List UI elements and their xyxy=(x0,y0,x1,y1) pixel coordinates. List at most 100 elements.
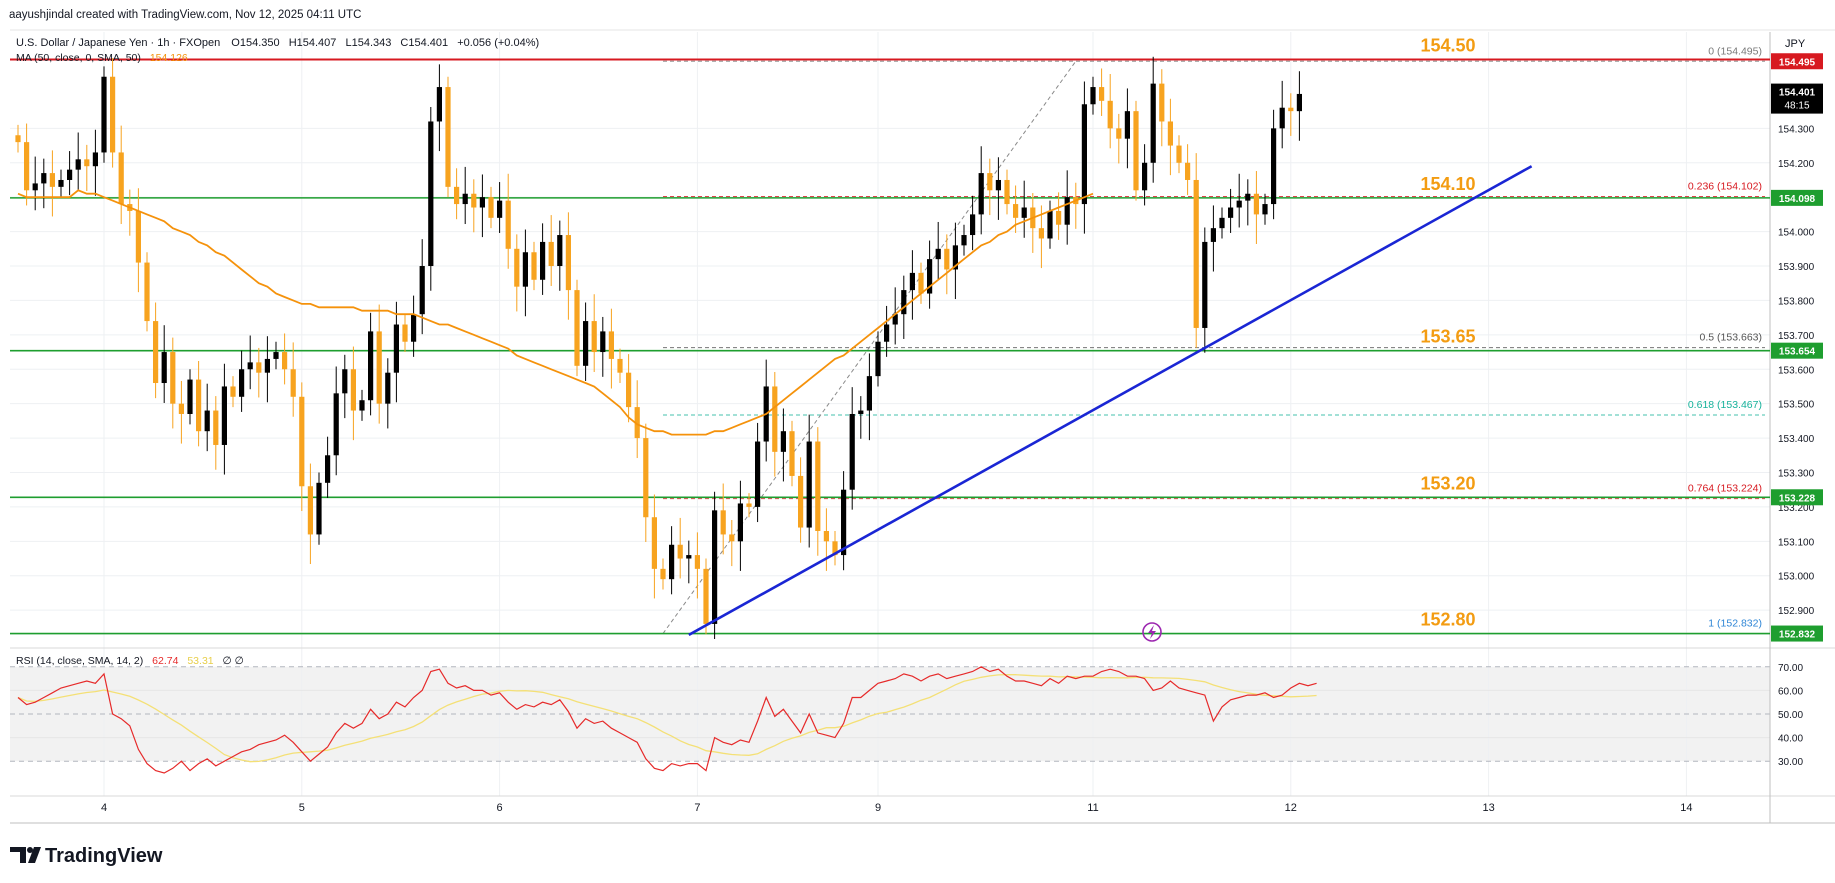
candle-body-6 xyxy=(67,169,73,180)
tradingview-logo[interactable]: TradingView xyxy=(10,845,163,867)
candle-body-45 xyxy=(402,324,408,342)
rsi-axis-ticks: 70.00 60.00 50.00 40.00 30.00 xyxy=(1778,663,1803,768)
symbol-title[interactable]: U.S. Dollar / Japanese Yen · 1h · FXOpen xyxy=(16,37,220,49)
candle-body-58 xyxy=(514,248,520,287)
candle-body-48 xyxy=(428,121,434,267)
candle-body-96 xyxy=(841,489,847,556)
candle-body-66 xyxy=(583,321,589,366)
candle-body-134 xyxy=(1167,121,1173,146)
rsi-legend[interactable]: RSI (14, close, SMA, 14, 2) 62.74 53.31 … xyxy=(16,655,244,667)
price-tag-154.495: 154.495 xyxy=(1779,57,1816,68)
candle-body-92 xyxy=(806,441,812,528)
level-labels: 154.50 154.10 153.65 153.20 152.80 xyxy=(1420,36,1475,630)
candle-body-40 xyxy=(359,400,365,411)
currency-button[interactable]: JPY xyxy=(1785,38,1806,50)
price-tag-box-4 xyxy=(1771,625,1823,642)
rsi-guides xyxy=(10,666,1770,762)
candle-body-129 xyxy=(1124,111,1130,139)
price-tick-153.700: 153.700 xyxy=(1778,331,1815,342)
candle-body-99 xyxy=(866,376,872,411)
price-tick-154.000: 154.000 xyxy=(1778,228,1815,239)
candle-body-1 xyxy=(24,142,30,191)
candle-body-117 xyxy=(1021,207,1027,218)
rsi-extra: ∅ ∅ xyxy=(223,655,244,667)
candle-body-86 xyxy=(755,441,761,507)
price-tag-box-1 xyxy=(1771,189,1823,206)
candle-body-33 xyxy=(299,396,305,487)
candle-body-73 xyxy=(643,438,649,518)
horizontal-levels[interactable] xyxy=(10,58,1770,635)
candle-body-52 xyxy=(462,193,468,205)
candle-body-4 xyxy=(49,173,55,187)
lightning-icon[interactable] xyxy=(1142,622,1162,642)
fib-label-4: 0.764 (153.224) xyxy=(1688,483,1762,495)
candle-body-44 xyxy=(393,324,399,373)
candle-body-21 xyxy=(196,379,202,432)
candle-body-125 xyxy=(1090,87,1096,105)
candle-body-105 xyxy=(918,272,924,294)
rsi-value: 62.74 xyxy=(152,655,178,667)
price-tick-152.900: 152.900 xyxy=(1778,606,1815,617)
candle-body-64 xyxy=(565,235,571,291)
level-label-153.20: 153.20 xyxy=(1420,473,1475,493)
level-label-153.65: 153.65 xyxy=(1420,327,1475,347)
candle-body-104 xyxy=(909,272,915,291)
candle-body-28 xyxy=(256,362,262,373)
fib-diagonal xyxy=(662,60,1077,634)
candle-body-135 xyxy=(1176,145,1182,163)
price-change: +0.056 (+0.04%) xyxy=(457,37,539,49)
candle-body-47 xyxy=(419,266,425,315)
tradingview-logo-icon xyxy=(10,847,41,863)
candle-body-10 xyxy=(101,76,107,153)
price-tick-153.400: 153.400 xyxy=(1778,434,1815,445)
ma-value: 154.126 xyxy=(150,52,188,64)
candle-body-149 xyxy=(1296,93,1302,112)
candle-body-70 xyxy=(617,358,623,373)
candle-body-80 xyxy=(703,568,709,624)
candle-body-5 xyxy=(58,179,64,187)
candle-body-106 xyxy=(927,259,933,294)
rsi-tick-70.00: 70.00 xyxy=(1778,663,1803,674)
candle-body-29 xyxy=(264,358,270,373)
candle-body-84 xyxy=(737,503,743,542)
price-tick-153.900: 153.900 xyxy=(1778,262,1815,273)
candle-body-16 xyxy=(153,321,159,384)
candle-body-24 xyxy=(221,386,227,445)
price-pane[interactable] xyxy=(10,32,1770,648)
candle-body-126 xyxy=(1099,87,1105,101)
price-tick-153.100: 153.100 xyxy=(1778,537,1815,548)
ma-legend[interactable]: MA (50, close, 0, SMA, 50) 154.126 xyxy=(16,52,188,64)
candle-body-36 xyxy=(325,455,331,483)
candle-body-128 xyxy=(1116,128,1122,139)
price-tag-153.228: 153.228 xyxy=(1779,493,1816,504)
price-tick-153.600: 153.600 xyxy=(1778,365,1815,376)
candle-body-107 xyxy=(935,248,941,260)
candle-body-34 xyxy=(307,486,313,535)
ohlc-low: L154.343 xyxy=(345,37,391,49)
ohlc-close: C154.401 xyxy=(400,37,448,49)
candle-body-89 xyxy=(780,431,786,452)
price-tag-152.832: 152.832 xyxy=(1779,630,1816,641)
fib-label-1: 0.236 (154.102) xyxy=(1688,180,1762,192)
price-tick-153.800: 153.800 xyxy=(1778,296,1815,307)
candle-body-115 xyxy=(1004,179,1010,205)
candle-body-42 xyxy=(376,331,382,404)
candle-body-111 xyxy=(970,214,976,236)
candle-body-116 xyxy=(1013,204,1019,218)
candle-body-27 xyxy=(247,362,253,370)
candle-body-144 xyxy=(1253,193,1259,215)
ascending-trendline[interactable] xyxy=(688,165,1533,637)
candle-body-11 xyxy=(110,76,116,153)
candle-body-68 xyxy=(600,331,606,353)
tradingview-wordmark: TradingView xyxy=(45,845,163,867)
last-price-box xyxy=(1771,83,1823,114)
candle-body-77 xyxy=(677,544,683,559)
candle-body-18 xyxy=(170,352,176,404)
last-price-tag: 154.401 48:15 xyxy=(1771,83,1823,114)
price-tick-154.200: 154.200 xyxy=(1778,159,1815,170)
candle-body-43 xyxy=(385,372,391,404)
price-tick-154.300: 154.300 xyxy=(1778,124,1815,135)
candle-body-112 xyxy=(978,173,984,215)
candle-body-127 xyxy=(1107,100,1113,129)
